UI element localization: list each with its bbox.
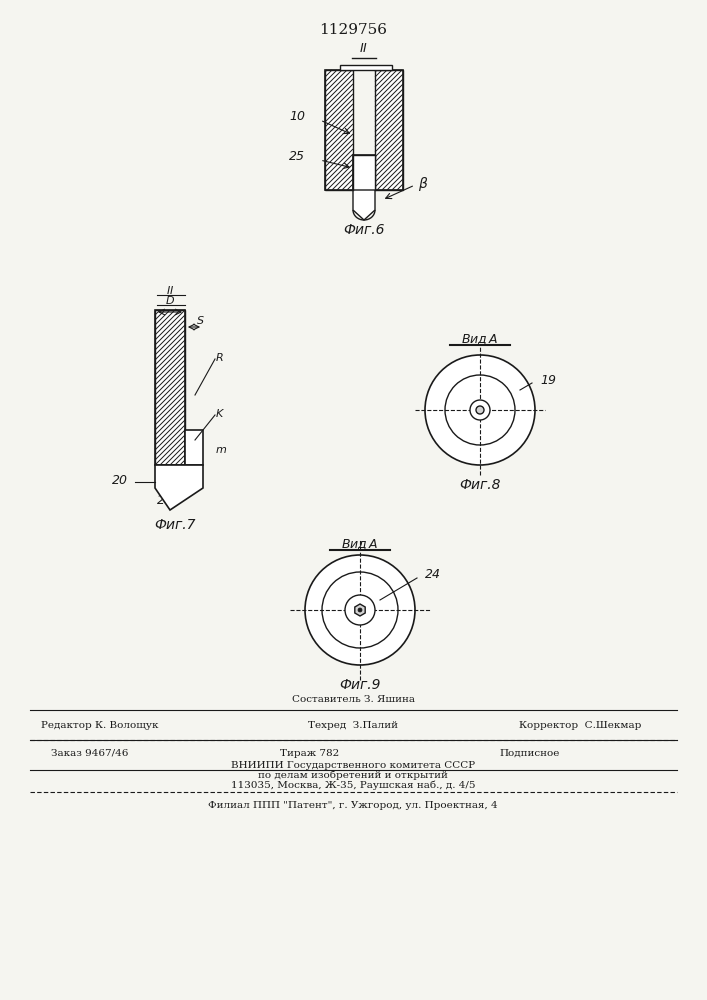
Bar bbox=[185, 430, 203, 465]
Text: Корректор  С.Шекмар: Корректор С.Шекмар bbox=[519, 720, 641, 730]
Text: ВНИИПИ Государственного комитета СССР: ВНИИПИ Государственного комитета СССР bbox=[231, 760, 475, 770]
Circle shape bbox=[345, 595, 375, 625]
Polygon shape bbox=[355, 604, 366, 616]
Text: Подписное: Подписное bbox=[500, 748, 560, 758]
Circle shape bbox=[322, 572, 398, 648]
Text: $\it{R}$: $\it{R}$ bbox=[215, 351, 223, 363]
Circle shape bbox=[305, 555, 415, 665]
Text: Фиг.6: Фиг.6 bbox=[344, 223, 385, 237]
Text: Техред  З.Палий: Техред З.Палий bbox=[308, 720, 398, 730]
Circle shape bbox=[425, 355, 535, 465]
Bar bbox=[340, 65, 392, 70]
Text: $\it{D}$: $\it{D}$ bbox=[165, 294, 175, 306]
Text: Фиг.9: Фиг.9 bbox=[339, 678, 381, 692]
Text: $\it{S}$: $\it{S}$ bbox=[196, 314, 204, 326]
Text: Фиг.7: Фиг.7 bbox=[154, 518, 196, 532]
Polygon shape bbox=[353, 190, 375, 220]
Text: 20: 20 bbox=[112, 474, 128, 487]
Text: 19: 19 bbox=[540, 373, 556, 386]
Text: 24: 24 bbox=[425, 568, 441, 582]
Text: 1129756: 1129756 bbox=[319, 23, 387, 37]
Bar bbox=[155, 310, 185, 465]
Circle shape bbox=[470, 400, 490, 420]
Text: Редактор К. Волощук: Редактор К. Волощук bbox=[41, 720, 159, 730]
Polygon shape bbox=[353, 155, 375, 190]
Text: 25: 25 bbox=[289, 150, 305, 163]
Text: 113035, Москва, Ж-35, Раушская наб., д. 4/5: 113035, Москва, Ж-35, Раушская наб., д. … bbox=[230, 780, 475, 790]
Text: $\it{K}$: $\it{K}$ bbox=[215, 407, 225, 419]
Text: $\beta$: $\beta$ bbox=[418, 175, 428, 193]
Polygon shape bbox=[155, 310, 185, 465]
Text: по делам изобретений и открытий: по делам изобретений и открытий bbox=[258, 770, 448, 780]
Text: $\it{II}$: $\it{II}$ bbox=[166, 284, 174, 296]
Text: Фиг.8: Фиг.8 bbox=[460, 478, 501, 492]
Text: Заказ 9467/46: Заказ 9467/46 bbox=[52, 748, 129, 758]
Circle shape bbox=[445, 375, 515, 445]
Circle shape bbox=[476, 406, 484, 414]
Text: Тираж 782: Тираж 782 bbox=[281, 748, 339, 758]
Polygon shape bbox=[325, 70, 353, 190]
Text: Составитель З. Яшина: Составитель З. Яшина bbox=[291, 696, 414, 704]
Text: $\it{Вид\,А}$: $\it{Вид\,А}$ bbox=[341, 538, 378, 552]
Polygon shape bbox=[155, 465, 203, 510]
Polygon shape bbox=[375, 70, 403, 190]
Text: $\it{m}$: $\it{m}$ bbox=[215, 445, 227, 455]
Text: Филиал ППП "Патент", г. Ужгород, ул. Проектная, 4: Филиал ППП "Патент", г. Ужгород, ул. Про… bbox=[208, 800, 498, 810]
Text: $\it{Вид\,А}$: $\it{Вид\,А}$ bbox=[462, 333, 498, 347]
Text: $\it{II}$: $\it{II}$ bbox=[359, 42, 368, 55]
Text: 28: 28 bbox=[157, 493, 173, 506]
Text: 10: 10 bbox=[289, 110, 305, 123]
Circle shape bbox=[358, 608, 362, 612]
